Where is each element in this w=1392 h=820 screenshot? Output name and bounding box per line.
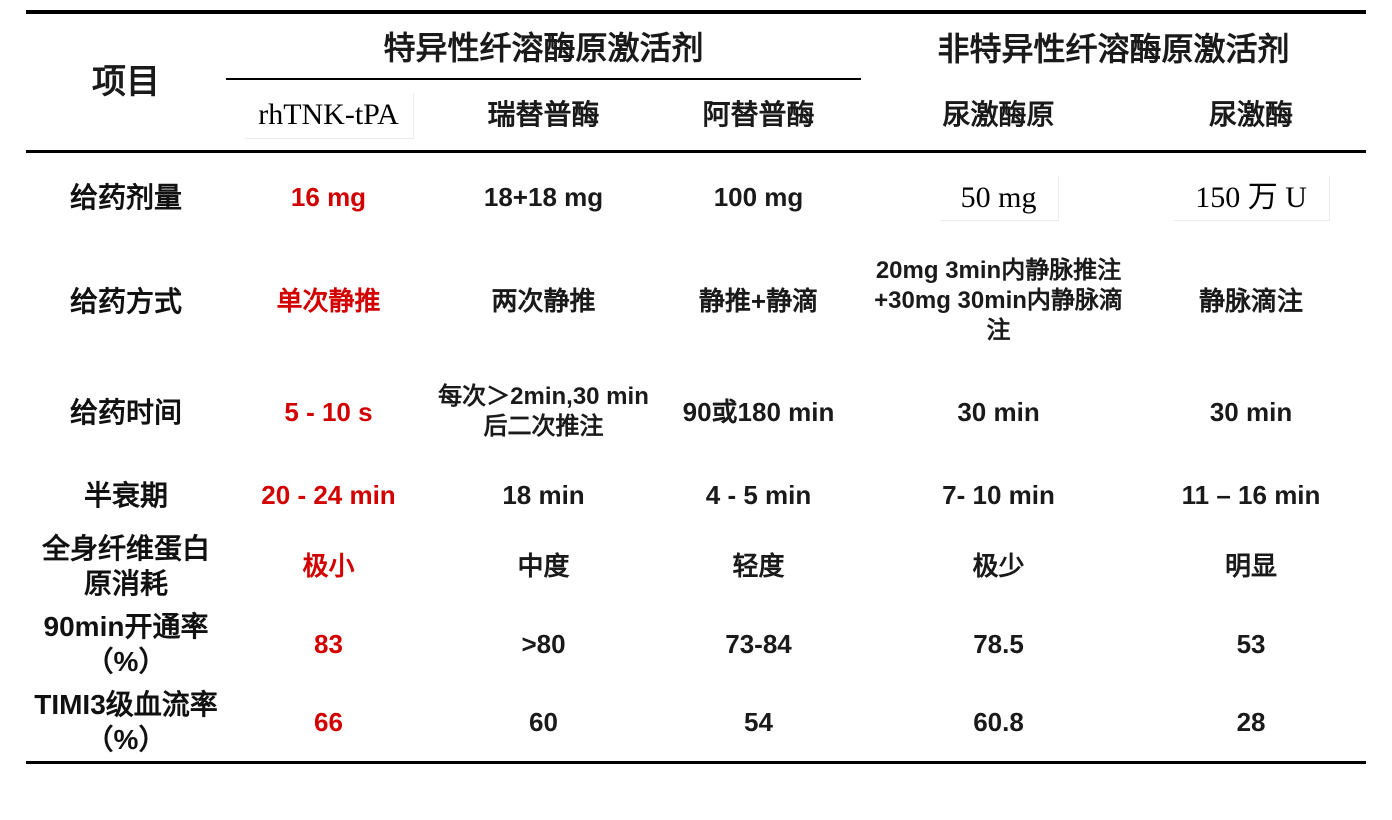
cell-c4: 60.8 bbox=[861, 683, 1136, 763]
cell-c4: 极少 bbox=[861, 527, 1136, 605]
table-row: 给药剂量 16 mg 18+18 mg 100 mg 50 mg 150 万 U bbox=[26, 151, 1366, 242]
header-group-specific: 特异性纤溶酶原激活剂 bbox=[226, 12, 861, 79]
cell-c2: 两次静推 bbox=[431, 242, 656, 360]
cell-c4: 30 min bbox=[861, 360, 1136, 464]
cell-c5-patch: 150 万 U bbox=[1173, 175, 1329, 221]
header-sub-c2: 瑞替普酶 bbox=[431, 79, 656, 151]
table-container: 项目 特异性纤溶酶原激活剂 非特异性纤溶酶原激活剂 rhTNK-tPA 瑞替普酶… bbox=[0, 0, 1392, 784]
row-label: TIMI3级血流率（%） bbox=[26, 683, 226, 763]
row-label: 半衰期 bbox=[26, 464, 226, 527]
cell-c4-patch: 50 mg bbox=[939, 175, 1059, 221]
cell-c2: >80 bbox=[431, 605, 656, 683]
cell-c1: 16 mg bbox=[226, 151, 431, 242]
cell-c3: 73-84 bbox=[656, 605, 861, 683]
cell-c2: 每次＞2min,30 min后二次推注 bbox=[431, 360, 656, 464]
table-row: 给药时间 5 - 10 s 每次＞2min,30 min后二次推注 90或180… bbox=[26, 360, 1366, 464]
cell-c3: 90或180 min bbox=[656, 360, 861, 464]
cell-c4: 7- 10 min bbox=[861, 464, 1136, 527]
cell-c5: 28 bbox=[1136, 683, 1366, 763]
row-label: 全身纤维蛋白原消耗 bbox=[26, 527, 226, 605]
row-label: 给药剂量 bbox=[26, 151, 226, 242]
table-row: 给药方式 单次静推 两次静推 静推+静滴 20mg 3min内静脉推注+30mg… bbox=[26, 242, 1366, 360]
header-sub-c1-patch: rhTNK-tPA bbox=[244, 92, 413, 138]
cell-c1: 83 bbox=[226, 605, 431, 683]
cell-c2: 中度 bbox=[431, 527, 656, 605]
row-label: 给药方式 bbox=[26, 242, 226, 360]
cell-c1: 极小 bbox=[226, 527, 431, 605]
cell-c5: 53 bbox=[1136, 605, 1366, 683]
header-project: 项目 bbox=[26, 12, 226, 151]
table-row: 半衰期 20 - 24 min 18 min 4 - 5 min 7- 10 m… bbox=[26, 464, 1366, 527]
cell-c3: 54 bbox=[656, 683, 861, 763]
cell-c3: 4 - 5 min bbox=[656, 464, 861, 527]
table-row: TIMI3级血流率（%） 66 60 54 60.8 28 bbox=[26, 683, 1366, 763]
cell-c3: 100 mg bbox=[656, 151, 861, 242]
row-label: 给药时间 bbox=[26, 360, 226, 464]
comparison-table: 项目 特异性纤溶酶原激活剂 非特异性纤溶酶原激活剂 rhTNK-tPA 瑞替普酶… bbox=[26, 10, 1366, 764]
row-label: 90min开通率（%） bbox=[26, 605, 226, 683]
header-sub-c3: 阿替普酶 bbox=[656, 79, 861, 151]
table-row: 90min开通率（%） 83 >80 73-84 78.5 53 bbox=[26, 605, 1366, 683]
header-row-subs: rhTNK-tPA 瑞替普酶 阿替普酶 尿激酶原 尿激酶 bbox=[26, 79, 1366, 151]
cell-c4: 78.5 bbox=[861, 605, 1136, 683]
cell-c3: 静推+静滴 bbox=[656, 242, 861, 360]
header-sub-c4: 尿激酶原 bbox=[861, 79, 1136, 151]
cell-c4: 20mg 3min内静脉推注+30mg 30min内静脉滴注 bbox=[861, 242, 1136, 360]
header-group-nonspecific: 非特异性纤溶酶原激活剂 bbox=[861, 12, 1366, 79]
cell-c5: 150 万 U bbox=[1136, 151, 1366, 242]
cell-c1: 5 - 10 s bbox=[226, 360, 431, 464]
cell-c1: 66 bbox=[226, 683, 431, 763]
cell-c2: 18 min bbox=[431, 464, 656, 527]
cell-c3: 轻度 bbox=[656, 527, 861, 605]
cell-c1: 20 - 24 min bbox=[226, 464, 431, 527]
cell-c4: 50 mg bbox=[861, 151, 1136, 242]
cell-c5: 11 – 16 min bbox=[1136, 464, 1366, 527]
header-sub-c1: rhTNK-tPA bbox=[226, 79, 431, 151]
cell-c2: 18+18 mg bbox=[431, 151, 656, 242]
table-row: 全身纤维蛋白原消耗 极小 中度 轻度 极少 明显 bbox=[26, 527, 1366, 605]
cell-c5: 30 min bbox=[1136, 360, 1366, 464]
cell-c1: 单次静推 bbox=[226, 242, 431, 360]
cell-c5: 明显 bbox=[1136, 527, 1366, 605]
cell-c2: 60 bbox=[431, 683, 656, 763]
cell-c5: 静脉滴注 bbox=[1136, 242, 1366, 360]
header-row-groups: 项目 特异性纤溶酶原激活剂 非特异性纤溶酶原激活剂 bbox=[26, 12, 1366, 79]
header-sub-c5: 尿激酶 bbox=[1136, 79, 1366, 151]
